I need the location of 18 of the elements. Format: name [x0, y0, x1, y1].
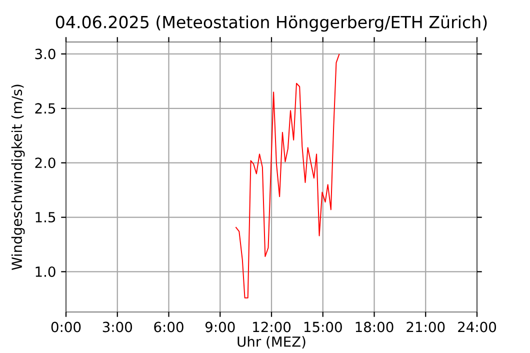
y-axis-title: Windgeschwindigkeit (m/s)	[11, 84, 25, 270]
y-tick-label: 2.5	[35, 103, 56, 114]
x-tick-label: 9:00	[205, 322, 235, 332]
x-tick-label: 3:00	[102, 322, 132, 332]
y-tick-label: 3.0	[35, 48, 56, 60]
x-tick-label: 12:00	[253, 322, 291, 332]
x-axis-title: Uhr (MEZ)	[238, 336, 306, 348]
x-tick-label: 21:00	[406, 322, 445, 332]
x-tick-label: 0:00	[51, 322, 81, 332]
y-tick-label: 1.5	[36, 212, 56, 222]
y-tick-label: 2.0	[35, 158, 56, 168]
y-tick-label: 1.0	[36, 266, 56, 277]
x-tick-label: 6:00	[154, 322, 184, 332]
x-tick-label: 18:00	[356, 322, 394, 332]
line-series	[235, 53, 340, 298]
x-tick-label: 24:00	[458, 322, 496, 332]
x-tick-label: 15:00	[304, 322, 342, 332]
chart-title: 04.06.2025 (Meteostation Hönggerberg/ETH Zürich)	[56, 15, 487, 32]
